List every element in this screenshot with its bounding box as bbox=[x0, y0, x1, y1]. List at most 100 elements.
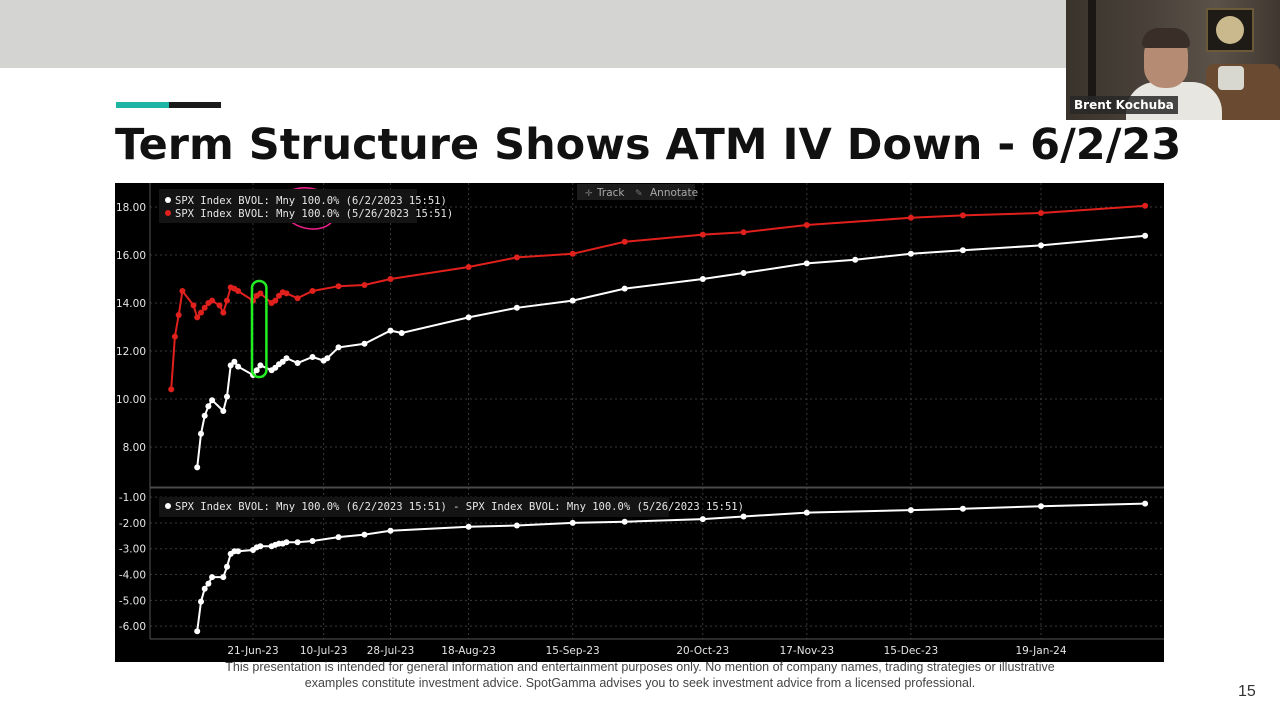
wall-art bbox=[1206, 8, 1254, 52]
prior-iv-series-point bbox=[272, 297, 279, 304]
legend-box bbox=[159, 189, 417, 223]
prior-iv-series-point bbox=[309, 288, 316, 294]
page-number: 15 bbox=[1238, 683, 1256, 700]
x-tick-label: 18-Aug-23 bbox=[441, 645, 496, 657]
lower-y-tick-label: -4.00 bbox=[119, 570, 146, 582]
iv-difference-series-point bbox=[699, 516, 706, 523]
lower-y-tick-label: -5.00 bbox=[119, 595, 146, 607]
current-iv-series-point bbox=[279, 358, 286, 365]
iv-difference-series-point bbox=[198, 598, 204, 605]
current-iv-series-point bbox=[272, 364, 279, 371]
moon-art bbox=[1216, 16, 1244, 44]
current-iv-series-point bbox=[227, 362, 234, 369]
iv-difference-series-point bbox=[220, 574, 227, 581]
iv-difference-series-point bbox=[569, 519, 576, 526]
prior-iv-series-point bbox=[179, 288, 186, 294]
iv-difference-series-point bbox=[513, 522, 520, 529]
prior-iv-series-point bbox=[216, 302, 223, 309]
upper-y-tick-label: 8.00 bbox=[123, 442, 146, 454]
grid-layer bbox=[150, 183, 1164, 639]
current-iv-series-point bbox=[465, 314, 472, 321]
prior-iv-series-point bbox=[235, 288, 242, 294]
x-tick-label: 15-Sep-23 bbox=[546, 645, 600, 657]
annotate-button[interactable]: Annotate bbox=[650, 187, 698, 199]
iv-difference-series-point bbox=[335, 534, 342, 541]
x-tick-label: 10-Jul-23 bbox=[300, 645, 348, 657]
lower-y-tick-label: -3.00 bbox=[119, 544, 146, 556]
legend-layer: SPX Index BVOL: Mny 100.0% (6/2/2023 15:… bbox=[159, 189, 744, 517]
legend-marker-diff bbox=[165, 503, 171, 509]
current-iv-series-point bbox=[257, 362, 264, 369]
prior-iv-series-point bbox=[1038, 210, 1044, 216]
current-iv-series-point bbox=[201, 412, 208, 419]
iv-difference-series-point bbox=[283, 539, 290, 546]
x-tick-label: 20-Oct-23 bbox=[676, 645, 729, 657]
current-iv-series-point bbox=[740, 270, 747, 276]
x-tick-label: 21-Jun-23 bbox=[227, 645, 278, 657]
current-iv-series-point bbox=[294, 360, 301, 366]
prior-iv-series-point bbox=[224, 297, 230, 304]
x-tick-label: 19-Jan-24 bbox=[1015, 645, 1066, 657]
legend-marker-white bbox=[165, 197, 171, 203]
bloomberg-chart-panel[interactable]: 18.00 16.00 14.00 12.00 10.00 8.00 -1.00 -2.00 -… bbox=[115, 183, 1164, 662]
accent-bar-dark bbox=[169, 102, 221, 108]
accent-bar-teal bbox=[116, 102, 169, 108]
lower-y-tick-label: -1.00 bbox=[119, 492, 146, 504]
current-iv-series-point bbox=[231, 358, 238, 365]
prior-iv-series-point bbox=[198, 309, 204, 316]
accent-bar bbox=[116, 102, 221, 108]
current-iv-series-point bbox=[1142, 232, 1149, 239]
iv-difference-series-point bbox=[1142, 500, 1149, 507]
iv-difference-series-point bbox=[294, 539, 301, 546]
current-iv-series-point bbox=[1038, 242, 1044, 249]
current-iv-series-point bbox=[569, 297, 576, 304]
prior-iv-series-point bbox=[283, 290, 290, 297]
x-tick-label: 17-Nov-23 bbox=[780, 645, 835, 657]
iv-difference-series-point bbox=[361, 531, 368, 538]
upper-y-tick-label: 16.00 bbox=[116, 250, 146, 262]
track-button[interactable]: Track bbox=[596, 187, 625, 199]
x-tick-label: 15-Dec-23 bbox=[884, 645, 939, 657]
axis-layer: 18.00 16.00 14.00 12.00 10.00 8.00 -1.00 -2.00 -… bbox=[116, 183, 1164, 657]
lamp bbox=[1088, 0, 1096, 100]
iv-difference-series-point bbox=[740, 513, 747, 520]
current-iv-series-point bbox=[205, 403, 212, 410]
current-iv-series-point bbox=[309, 354, 316, 360]
iv-difference-series-point bbox=[959, 505, 966, 512]
legend-box-lower bbox=[159, 497, 669, 517]
iv-difference-series-point bbox=[257, 543, 264, 550]
current-iv-series-point bbox=[209, 397, 216, 404]
current-iv-series-point bbox=[852, 256, 859, 263]
presenter-hair bbox=[1142, 28, 1190, 48]
prior-iv-series-point bbox=[335, 283, 342, 290]
prior-iv-series-point bbox=[1142, 202, 1149, 209]
upper-y-tick-label: 10.00 bbox=[116, 394, 146, 406]
current-iv-series-point bbox=[361, 340, 368, 347]
current-iv-series-point bbox=[398, 330, 405, 336]
disclaimer-line-1: This presentation is intended for genera… bbox=[225, 660, 1055, 674]
iv-difference-series-point bbox=[621, 518, 628, 525]
iv-difference-series-point bbox=[235, 548, 242, 555]
presenter-webcam: Brent Kochuba bbox=[1066, 0, 1280, 120]
series-layer bbox=[168, 202, 1149, 635]
green-highlight-box bbox=[250, 279, 268, 379]
prior-iv-series-point bbox=[740, 229, 747, 236]
prior-iv-series-point bbox=[194, 314, 201, 321]
legend-label-current: SPX Index BVOL: Mny 100.0% (6/2/2023 15:… bbox=[175, 195, 447, 207]
legend-label-difference: SPX Index BVOL: Mny 100.0% (6/2/2023 15:… bbox=[175, 501, 744, 513]
upper-y-tick-label: 18.00 bbox=[116, 202, 146, 214]
x-tick-label: 28-Jul-23 bbox=[367, 645, 415, 657]
prior-iv-series-point bbox=[907, 214, 914, 221]
current-iv-series-point bbox=[224, 393, 230, 400]
iv-difference-series-point bbox=[194, 628, 201, 635]
chart-toolbar: ✛ Track ✎ Annotate bbox=[577, 184, 698, 200]
current-iv-series-point bbox=[621, 285, 628, 292]
prior-iv-series-point bbox=[175, 312, 182, 318]
chart-toolbar-bg bbox=[577, 184, 695, 200]
current-iv-series-point bbox=[959, 247, 966, 254]
presenter-name-tag: Brent Kochuba bbox=[1070, 96, 1178, 114]
prior-iv-series-line bbox=[170, 204, 1146, 390]
term-structure-chart[interactable]: 18.00 16.00 14.00 12.00 10.00 8.00 -1.00 -2.00 -… bbox=[115, 183, 1164, 662]
current-iv-series-point bbox=[220, 408, 227, 414]
iv-difference-series-point bbox=[387, 527, 394, 534]
